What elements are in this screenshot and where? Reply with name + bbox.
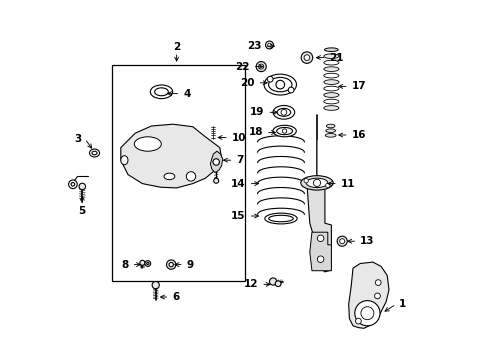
Ellipse shape [155,88,169,96]
Circle shape [256,62,266,72]
Text: 20: 20 [240,78,255,88]
Circle shape [281,109,287,115]
Circle shape [79,183,86,190]
Text: 15: 15 [231,211,245,221]
Circle shape [152,282,159,289]
Text: 19: 19 [250,107,265,117]
Ellipse shape [269,77,292,92]
Text: 14: 14 [231,179,245,189]
Text: 4: 4 [183,89,191,99]
Ellipse shape [324,80,339,85]
Text: 10: 10 [232,132,246,143]
Text: 11: 11 [341,179,355,189]
Ellipse shape [324,99,339,104]
Ellipse shape [324,73,339,78]
Ellipse shape [121,156,128,165]
Circle shape [361,307,374,320]
Circle shape [259,64,264,69]
Ellipse shape [306,178,328,188]
Circle shape [213,159,220,165]
Text: 1: 1 [399,299,406,309]
Circle shape [275,281,281,287]
Circle shape [167,260,176,269]
Circle shape [304,179,308,183]
Text: 5: 5 [79,206,86,216]
Text: 8: 8 [122,260,129,270]
Ellipse shape [324,48,338,51]
Ellipse shape [92,151,97,155]
Ellipse shape [324,106,339,111]
Ellipse shape [264,74,296,95]
Circle shape [356,318,361,324]
Circle shape [186,172,196,181]
Circle shape [266,41,273,49]
Circle shape [301,52,313,63]
Polygon shape [307,180,331,272]
Text: 18: 18 [248,127,263,138]
Text: 3: 3 [74,134,82,144]
Circle shape [374,293,380,299]
Circle shape [268,43,271,47]
Polygon shape [121,124,221,188]
Polygon shape [210,151,222,172]
Ellipse shape [269,215,293,222]
Circle shape [145,261,151,266]
Text: 12: 12 [244,279,258,289]
Circle shape [314,179,320,186]
Text: 21: 21 [329,53,344,63]
Circle shape [147,262,149,265]
Circle shape [318,256,324,262]
Bar [112,65,245,281]
Circle shape [276,80,285,89]
Ellipse shape [325,134,336,137]
Text: 22: 22 [236,62,250,72]
Ellipse shape [324,86,339,91]
Ellipse shape [150,85,172,99]
Polygon shape [310,232,331,271]
Ellipse shape [134,137,161,151]
Text: 7: 7 [236,155,244,165]
Circle shape [71,183,74,186]
Circle shape [337,236,347,246]
Ellipse shape [273,125,296,137]
Circle shape [304,55,310,60]
Circle shape [288,87,294,93]
Circle shape [282,129,287,133]
Circle shape [340,239,345,244]
Text: 2: 2 [173,42,180,52]
Text: 9: 9 [187,260,194,270]
Circle shape [375,280,381,285]
Ellipse shape [164,173,175,180]
Ellipse shape [273,105,294,119]
Circle shape [140,260,145,265]
Circle shape [270,278,277,285]
Circle shape [318,235,324,242]
Ellipse shape [326,129,336,132]
Ellipse shape [324,54,339,58]
Circle shape [326,183,330,188]
Circle shape [214,178,219,183]
Circle shape [268,76,273,82]
Text: 17: 17 [351,81,366,91]
Text: 23: 23 [247,41,262,51]
Ellipse shape [277,127,293,135]
Ellipse shape [324,93,339,97]
Text: 13: 13 [360,236,375,246]
Text: 6: 6 [172,292,179,302]
Polygon shape [349,262,389,328]
Ellipse shape [301,176,333,190]
Circle shape [169,262,173,267]
Circle shape [355,301,380,326]
Circle shape [69,180,77,189]
Text: 16: 16 [351,130,366,140]
Ellipse shape [265,213,297,224]
Ellipse shape [90,149,99,157]
Ellipse shape [324,60,339,65]
Ellipse shape [277,108,291,116]
Ellipse shape [324,67,339,71]
Ellipse shape [326,124,335,128]
